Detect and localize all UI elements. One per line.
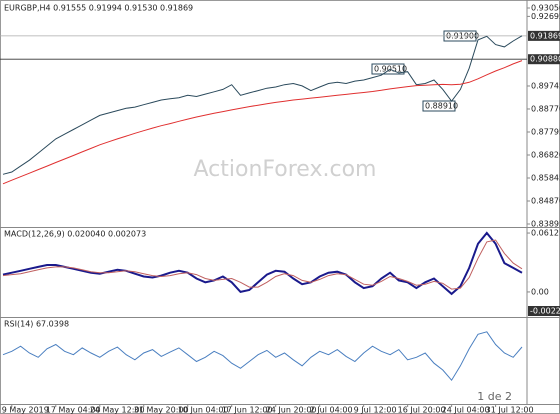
- series-line: [2, 35, 523, 175]
- x-tick-label: 24 Jul 04:00: [442, 406, 490, 414]
- chart-title: EURGBP,H4 0.91555 0.91994 0.91530 0.9186…: [4, 4, 193, 13]
- chart-title: RSI(14) 67.0398: [4, 320, 69, 329]
- page-marker: 1 de 2: [477, 390, 512, 403]
- price-label-box: [528, 54, 560, 65]
- price-label: 0.90880: [530, 55, 560, 64]
- y-tick-label: 0.83895: [531, 219, 560, 228]
- x-tick-label: 24 May 12:00: [90, 406, 145, 414]
- series-line: [2, 331, 523, 382]
- price-label: 0.91869: [530, 31, 560, 40]
- annotation-box: [422, 100, 456, 112]
- x-tick-label: 24 Jun 20:00: [266, 406, 317, 414]
- price-label-box: [528, 30, 560, 41]
- x-tick-label: 9 May 2019: [2, 406, 49, 414]
- series-line: [2, 231, 523, 296]
- x-tick-label: 10 Jun 04:00: [178, 406, 229, 414]
- y-tick-label: 0.87795: [531, 127, 560, 136]
- y-tick-label: 0.89745: [531, 81, 560, 90]
- annotation: 0.88910: [425, 102, 458, 111]
- x-tick-label: 2 Jul 04:00: [310, 406, 353, 414]
- y-tick-label: 0.92695: [531, 12, 560, 21]
- annotation-box: [371, 63, 405, 75]
- watermark: ActionForex.com: [194, 157, 377, 182]
- series-line: [2, 239, 523, 290]
- y-tick-label: 0.85845: [531, 173, 560, 182]
- x-tick-label: 31 May 20:00: [134, 406, 189, 414]
- chart-title: MACD(12,26,9) 0.020040 0.002073: [4, 230, 146, 239]
- y-tick-label: 0.00: [531, 287, 549, 296]
- x-tick-label: 17 May 04:00: [46, 406, 101, 414]
- x-tick-label: 9 Jul 12:00: [354, 406, 397, 414]
- x-tick-label: 16 Jul 20:00: [398, 406, 446, 414]
- annotation: -0.002273: [530, 307, 560, 316]
- x-tick-label: 31 Jul 12:00: [486, 406, 534, 414]
- annotation-box: [528, 306, 560, 316]
- series-line: [2, 60, 523, 185]
- y-tick-label: 0.0612: [531, 229, 559, 238]
- x-tick-label: 17 Jun 12:00: [222, 406, 273, 414]
